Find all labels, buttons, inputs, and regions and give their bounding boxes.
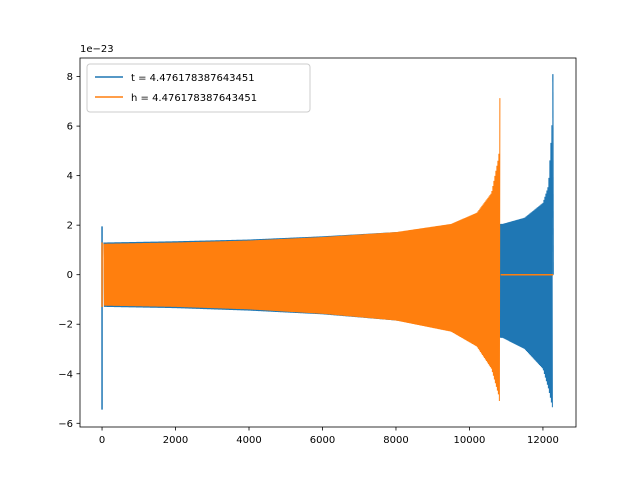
x-tick-label: 10000 bbox=[454, 435, 486, 446]
x-tick-label: 2000 bbox=[163, 435, 188, 446]
legend: t = 4.476178387643451 h = 4.4761783876434… bbox=[86, 63, 311, 113]
y-tick-label: 4 bbox=[67, 171, 73, 182]
x-tick-label: 0 bbox=[99, 435, 105, 446]
y-tick-label: −6 bbox=[58, 419, 73, 430]
legend-entry-label: h = 4.476178387643451 bbox=[131, 93, 257, 104]
series-layer bbox=[101, 74, 554, 410]
series-2-oscillation bbox=[103, 98, 501, 402]
x-axis-ticks: 0 2000 4000 6000 8000 10000 12000 bbox=[99, 427, 559, 446]
x-tick-label: 12000 bbox=[527, 435, 559, 446]
y-offset-label: 1e−23 bbox=[80, 44, 114, 55]
legend-entry-label: t = 4.476178387643451 bbox=[131, 73, 255, 84]
y-tick-label: 2 bbox=[67, 221, 73, 232]
y-tick-label: −2 bbox=[58, 320, 73, 331]
y-axis-ticks: −6 −4 −2 0 2 4 6 8 bbox=[58, 72, 80, 430]
y-tick-label: 6 bbox=[67, 122, 73, 133]
legend-box bbox=[86, 63, 311, 113]
x-tick-label: 8000 bbox=[383, 435, 408, 446]
y-tick-label: −4 bbox=[58, 369, 73, 380]
y-tick-label: 8 bbox=[67, 72, 73, 83]
plot-frame bbox=[79, 57, 577, 428]
y-tick-label: 0 bbox=[67, 270, 73, 281]
series-2 bbox=[101, 98, 554, 402]
x-tick-label: 4000 bbox=[236, 435, 261, 446]
x-tick-label: 6000 bbox=[310, 435, 335, 446]
